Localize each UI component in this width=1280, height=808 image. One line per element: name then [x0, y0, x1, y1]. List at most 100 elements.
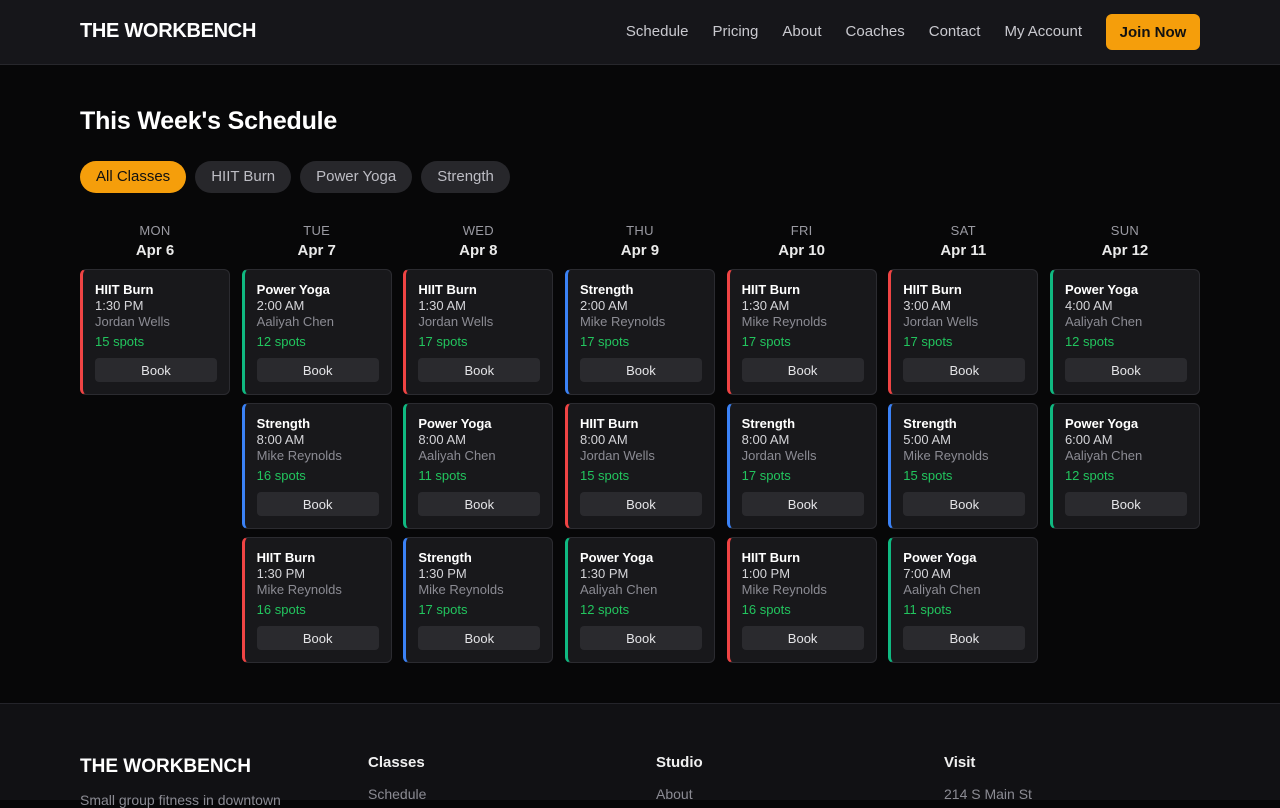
class-card: Strength 2:00 AM Mike Reynolds 17 spots Book	[564, 269, 715, 395]
book-button[interactable]: Book	[418, 626, 541, 650]
day-header: WED Apr 8	[403, 223, 553, 269]
class-time: 1:30 AM	[418, 298, 467, 313]
book-button[interactable]: Book	[256, 626, 379, 650]
footer-link-about[interactable]: About	[656, 786, 693, 802]
class-card: Power Yoga 2:00 AM Aaliyah Chen 12 spots Boo…	[241, 269, 392, 395]
class-coach: Jordan Wells	[95, 314, 170, 329]
day-date: Apr 8	[459, 242, 498, 259]
class-spots: 17 spots	[741, 468, 791, 483]
nav-contact[interactable]: Contact	[928, 23, 981, 40]
class-time: 2:00 AM	[256, 298, 305, 313]
book-button[interactable]: Book	[903, 626, 1026, 650]
day-header: SAT Apr 11	[888, 223, 1038, 269]
nav-schedule[interactable]: Schedule	[625, 23, 689, 40]
class-coach: Aaliyah Chen	[256, 314, 334, 329]
day-header: MON Apr 6	[80, 223, 230, 269]
footer-col-title: Classes	[368, 754, 425, 771]
nav-my-account[interactable]: My Account	[1004, 23, 1082, 40]
class-card: Power Yoga 7:00 AM Aaliyah Chen 11 spots Boo…	[888, 537, 1039, 663]
class-name: Strength	[903, 416, 957, 431]
filter-hiit-burn[interactable]: HIIT Burn	[195, 161, 292, 193]
class-name: HIIT Burn	[741, 550, 801, 565]
class-spots: 12 spots	[579, 602, 630, 617]
book-button[interactable]: Book	[579, 492, 702, 516]
book-button[interactable]: Book	[256, 358, 379, 382]
class-name: HIIT Burn	[95, 282, 154, 297]
class-card: HIIT Burn 3:00 AM Jordan Wells 17 spots Book	[888, 269, 1039, 395]
class-card: HIIT Burn 8:00 AM Jordan Wells 15 spots Book	[564, 403, 715, 529]
day-of-week: WED	[462, 223, 494, 238]
book-button[interactable]: Book	[579, 358, 702, 382]
site-logo[interactable]: THE WORKBENCH	[80, 20, 257, 42]
class-spots: 16 spots	[741, 602, 791, 617]
footer-logo: THE WORKBENCH	[80, 756, 251, 777]
book-button[interactable]: Book	[1064, 358, 1187, 382]
day-date: Apr 11	[940, 242, 987, 259]
class-coach: Aaliyah Chen	[579, 582, 658, 597]
footer-link-schedule[interactable]: Schedule	[368, 786, 427, 802]
class-card: Power Yoga 4:00 AM Aaliyah Chen 12 spots Boo…	[1049, 269, 1200, 395]
class-name: Power Yoga	[256, 282, 330, 297]
day-date: Apr 9	[620, 242, 660, 259]
book-button[interactable]: Book	[256, 492, 379, 516]
class-spots: 17 spots	[903, 334, 953, 349]
footer-col-title: Visit	[944, 754, 976, 771]
class-coach: Aaliyah Chen	[418, 448, 496, 463]
book-button[interactable]: Book	[1064, 492, 1187, 516]
footer-col-studio: Studio About	[656, 754, 703, 802]
class-time: 8:00 AM	[741, 432, 790, 447]
book-button[interactable]: Book	[95, 358, 217, 382]
class-spots: 12 spots	[1064, 334, 1115, 349]
class-spots: 16 spots	[256, 468, 306, 483]
class-time: 8:00 AM	[256, 432, 305, 447]
class-name: Strength	[418, 550, 472, 565]
filter-all-classes[interactable]: All Classes	[80, 161, 187, 193]
footer-col-classes: Classes Schedule	[368, 754, 426, 802]
class-coach: Aaliyah Chen	[1064, 448, 1143, 463]
class-time: 5:00 AM	[903, 432, 951, 447]
class-time: 1:30 PM	[95, 298, 144, 313]
book-button[interactable]: Book	[741, 626, 864, 650]
class-coach: Mike Reynolds	[903, 448, 989, 463]
day-column-wed: WED Apr 8 HIIT Burn 1:30 AM Jordan Wells 17 s…	[403, 223, 554, 671]
class-coach: Mike Reynolds	[418, 582, 504, 597]
class-spots: 17 spots	[579, 334, 630, 349]
book-button[interactable]: Book	[741, 358, 864, 382]
day-column-fri: FRI Apr 10 HIIT Burn 1:30 AM Mike Reynolds 17…	[726, 223, 877, 671]
join-now-button[interactable]: Join Now	[1106, 14, 1200, 50]
class-name: Power Yoga	[579, 550, 654, 565]
day-date: Apr 10	[778, 242, 825, 259]
book-button[interactable]: Book	[741, 492, 864, 516]
footer-link-address[interactable]: 214 S Main St	[944, 786, 1032, 802]
day-column-tue: TUE Apr 7 Power Yoga 2:00 AM Aaliyah Chen 12 …	[241, 223, 392, 671]
class-spots: 11 spots	[418, 468, 467, 483]
class-coach: Jordan Wells	[741, 448, 817, 463]
class-name: HIIT Burn	[579, 416, 639, 431]
day-of-week: MON	[139, 223, 171, 238]
class-name: Power Yoga	[903, 550, 977, 565]
class-spots: 16 spots	[256, 602, 306, 617]
class-name: Strength	[741, 416, 796, 431]
nav-about[interactable]: About	[782, 23, 822, 40]
book-button[interactable]: Book	[903, 358, 1026, 382]
class-time: 1:30 PM	[256, 566, 306, 581]
book-button[interactable]: Book	[418, 492, 541, 516]
filter-power-yoga[interactable]: Power Yoga	[300, 161, 413, 193]
class-spots: 12 spots	[256, 334, 306, 349]
nav-coaches[interactable]: Coaches	[845, 23, 905, 40]
day-of-week: THU	[626, 223, 654, 238]
book-button[interactable]: Book	[903, 492, 1026, 516]
nav-pricing[interactable]: Pricing	[712, 23, 759, 40]
filter-strength[interactable]: Strength	[421, 161, 510, 193]
class-spots: 17 spots	[418, 334, 468, 349]
class-time: 1:00 PM	[741, 566, 791, 581]
class-time: 7:00 AM	[903, 566, 951, 581]
book-button[interactable]: Book	[579, 626, 702, 650]
book-button[interactable]: Book	[418, 358, 541, 382]
class-coach: Jordan Wells	[418, 314, 494, 329]
class-spots: 15 spots	[903, 468, 953, 483]
class-time: 3:00 AM	[903, 298, 951, 313]
class-card: Strength 5:00 AM Mike Reynolds 15 spots Book	[888, 403, 1039, 529]
class-spots: 17 spots	[741, 334, 791, 349]
class-coach: Mike Reynolds	[741, 314, 827, 329]
